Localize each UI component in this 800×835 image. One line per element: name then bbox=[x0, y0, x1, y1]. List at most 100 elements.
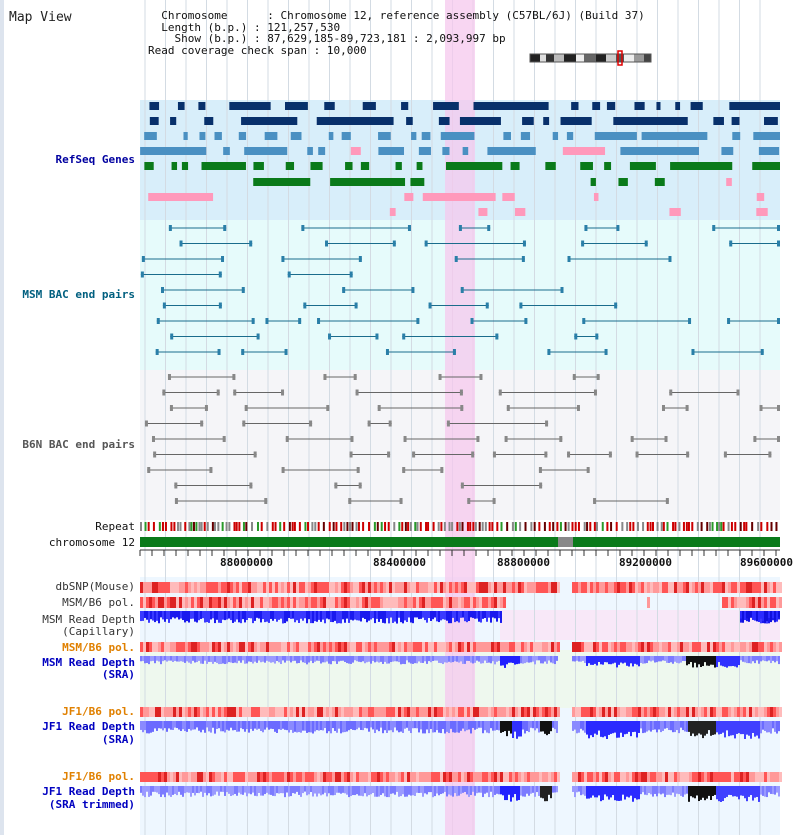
track-label-jf1-b6-pol[interactable]: JF1/B6 pol. bbox=[62, 705, 135, 718]
read-depth-bar bbox=[146, 786, 148, 792]
read-depth-bar bbox=[400, 656, 402, 665]
repeat-mark bbox=[274, 522, 277, 531]
repeat-mark bbox=[456, 522, 459, 531]
polymorphism-mark bbox=[740, 707, 743, 717]
polymorphism-mark bbox=[641, 642, 644, 652]
read-depth-bar bbox=[684, 656, 686, 662]
polymorphism-mark bbox=[446, 772, 449, 782]
bac-end bbox=[574, 333, 578, 340]
track-label-msm-depth-sra[interactable]: MSM Read Depth bbox=[42, 656, 135, 669]
bac-end bbox=[644, 240, 648, 247]
polymorphism-mark bbox=[290, 772, 293, 782]
polymorphism-mark bbox=[446, 582, 449, 593]
track-label-msm-bac[interactable]: MSM BAC end pairs bbox=[22, 288, 135, 301]
gene-feature bbox=[502, 193, 515, 201]
polymorphism-mark bbox=[410, 707, 413, 717]
polymorphism-mark bbox=[611, 707, 614, 717]
repeat-mark bbox=[496, 522, 499, 531]
gene-feature bbox=[562, 147, 606, 155]
read-depth-bar bbox=[158, 611, 160, 624]
read-depth-bar bbox=[186, 611, 188, 622]
polymorphism-mark bbox=[602, 772, 605, 782]
track-label-jf1-depth-trimmed[interactable]: JF1 Read Depth bbox=[42, 785, 135, 798]
repeat-mark bbox=[242, 522, 245, 531]
read-depth-bar bbox=[288, 656, 290, 661]
ideogram-band bbox=[530, 54, 540, 62]
polymorphism-mark bbox=[188, 707, 191, 717]
read-depth-bar bbox=[148, 656, 150, 665]
repeat-mark bbox=[500, 522, 503, 531]
read-depth-bar bbox=[178, 786, 180, 792]
polymorphism-mark bbox=[179, 582, 182, 593]
polymorphism-mark bbox=[389, 582, 392, 593]
read-depth-bar bbox=[272, 721, 274, 729]
read-depth-bar bbox=[376, 611, 378, 619]
track-label-msm-depth-capillary[interactable]: MSM Read Depth bbox=[42, 613, 135, 626]
track-label-repeat[interactable]: Repeat bbox=[95, 520, 135, 533]
polymorphism-mark bbox=[764, 642, 767, 652]
polymorphism-mark bbox=[470, 772, 473, 782]
polymorphism-mark bbox=[248, 597, 251, 608]
read-depth-bar bbox=[432, 611, 434, 620]
read-depth-bar bbox=[652, 786, 654, 797]
read-depth-bar bbox=[502, 721, 504, 733]
read-depth-bar bbox=[194, 656, 196, 663]
track-label-jf1-depth-sra[interactable]: JF1 Read Depth bbox=[42, 720, 135, 733]
track-label-jf1-b6-pol-2[interactable]: JF1/B6 pol. bbox=[62, 770, 135, 783]
polymorphism-mark bbox=[539, 772, 542, 782]
read-depth-bar bbox=[690, 656, 692, 663]
track-label-refseq[interactable]: RefSeq Genes bbox=[55, 153, 135, 166]
gene-feature bbox=[341, 132, 351, 140]
read-depth-bar bbox=[416, 721, 418, 729]
polymorphism-mark bbox=[281, 772, 284, 782]
read-depth-bar bbox=[776, 721, 778, 734]
gene-feature bbox=[389, 208, 396, 216]
read-depth-bar bbox=[142, 786, 144, 796]
read-depth-bar bbox=[488, 656, 490, 663]
read-depth-bar bbox=[602, 656, 604, 665]
polymorphism-mark bbox=[149, 642, 152, 652]
track-label-dbsnp[interactable]: dbSNP(Mouse) bbox=[55, 580, 135, 593]
read-depth-bar bbox=[388, 611, 390, 624]
read-depth-bar bbox=[242, 611, 244, 620]
track-label-msm-b6-pol-sra[interactable]: MSM/B6 pol. bbox=[62, 641, 135, 654]
read-depth-bar bbox=[196, 611, 198, 623]
polymorphism-mark bbox=[707, 582, 710, 593]
bac-end bbox=[635, 451, 639, 458]
read-depth-bar bbox=[202, 721, 204, 730]
read-depth-bar bbox=[306, 786, 308, 796]
read-depth-bar bbox=[316, 656, 318, 661]
info-key: Show (b.p.) bbox=[174, 32, 248, 45]
track-label-b6n-bac[interactable]: B6N BAC end pairs bbox=[22, 438, 135, 451]
polymorphism-mark bbox=[446, 642, 449, 652]
bac-end bbox=[539, 482, 543, 489]
gene-feature bbox=[462, 147, 469, 155]
read-depth-bar bbox=[720, 656, 722, 666]
polymorphism-mark bbox=[371, 582, 374, 593]
read-depth-bar bbox=[700, 721, 702, 735]
read-depth-bar bbox=[708, 786, 710, 796]
ideogram-band bbox=[540, 54, 546, 62]
polymorphism-mark bbox=[764, 597, 767, 608]
polymorphism-mark bbox=[218, 772, 221, 782]
polymorphism-mark bbox=[365, 597, 368, 608]
read-depth-bar bbox=[234, 786, 236, 794]
polymorphism-mark bbox=[725, 707, 728, 717]
polymorphism-mark bbox=[410, 772, 413, 782]
read-depth-bar bbox=[294, 786, 296, 794]
read-depth-bar bbox=[464, 611, 466, 622]
track-label-chromosome[interactable]: chromosome 12 bbox=[48, 536, 135, 549]
bac-end bbox=[593, 498, 597, 504]
read-depth-bar bbox=[658, 656, 660, 662]
read-depth-bar bbox=[730, 721, 732, 736]
read-depth-bar bbox=[384, 786, 386, 797]
read-depth-bar bbox=[264, 656, 266, 663]
track-label-msm-b6-pol[interactable]: MSM/B6 pol. bbox=[62, 596, 135, 609]
bac-end bbox=[538, 467, 542, 473]
read-depth-bar bbox=[390, 611, 392, 618]
polymorphism-mark bbox=[611, 772, 614, 782]
polymorphism-mark bbox=[404, 772, 407, 782]
polymorphism-mark bbox=[344, 597, 347, 608]
polymorphism-mark bbox=[485, 597, 488, 608]
